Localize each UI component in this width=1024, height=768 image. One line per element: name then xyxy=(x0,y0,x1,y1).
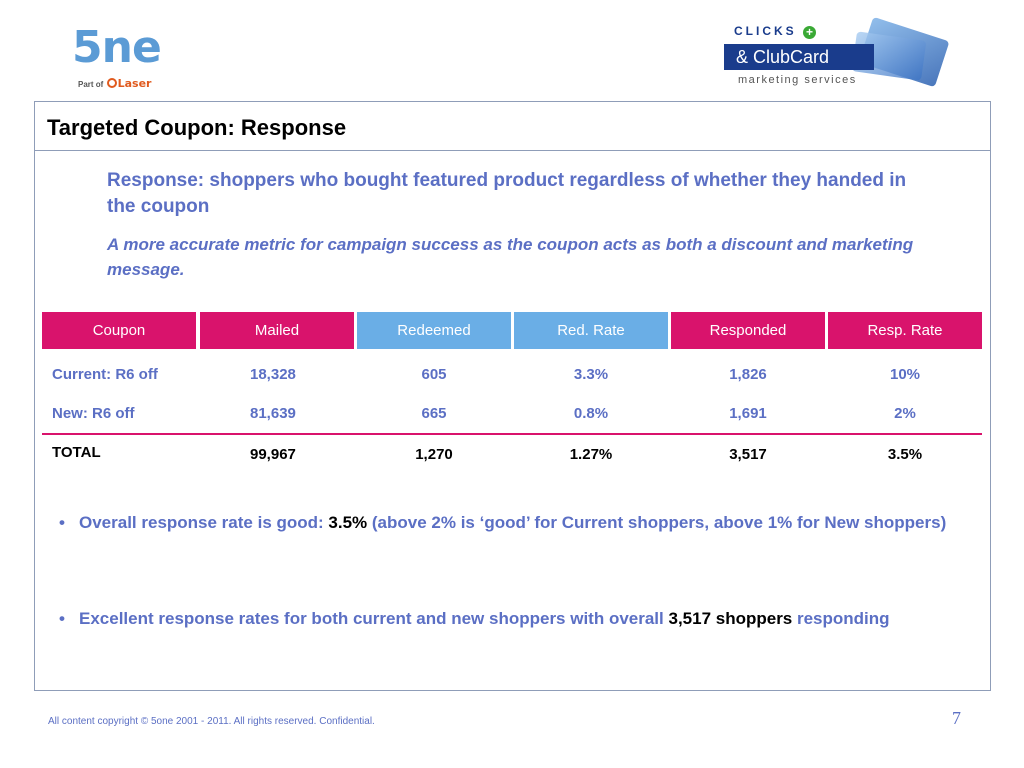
cell-red-rate: 0.8% xyxy=(573,405,609,422)
cell-resp-rate: 10% xyxy=(889,366,921,383)
lead-statement: Response: shoppers who bought featured p… xyxy=(107,170,907,217)
bullet-dot-icon: • xyxy=(59,513,65,532)
table-total-row: TOTAL 99,967 1,270 1.27% 3,517 3.5% xyxy=(42,440,982,470)
plus-cross-icon: + xyxy=(803,26,817,39)
sub-lead-statement: A more accurate metric for campaign succ… xyxy=(107,235,914,279)
clicks-wordmark: CLICKS + xyxy=(734,24,817,39)
slide-title: Targeted Coupon: Response xyxy=(47,115,347,140)
bullet-1-highlight: 3.5% xyxy=(328,513,368,532)
clicks-clubcard-logo: CLICKS + & ClubCard marketing services xyxy=(724,16,954,92)
bullet-2-text: Excellent response rates for both curren… xyxy=(79,609,669,628)
laser-text-a: L xyxy=(117,77,125,90)
marketing-services-text: marketing services xyxy=(738,74,857,86)
header-responded: Responded xyxy=(671,312,825,349)
cell-redeemed: 665 xyxy=(421,405,447,422)
total-divider xyxy=(42,433,982,435)
bullet-item-response-rate: • Overall response rate is good: 3.5% (a… xyxy=(57,510,967,535)
header-mailed: Mailed xyxy=(200,312,354,349)
bullet-1-rest: (above 2% is ‘good’ for Current shoppers… xyxy=(367,513,947,532)
table-row: Current: R6 off 18,328 605 3.3% 1,826 10… xyxy=(42,360,982,390)
cell-redeemed: 605 xyxy=(421,366,447,383)
header-coupon: Coupon xyxy=(42,312,196,349)
bullet-item-excellent-response: • Excellent response rates for both curr… xyxy=(57,606,967,631)
cell-mailed: 81,639 xyxy=(250,405,296,422)
cell-total-red-rate: 1.27% xyxy=(569,446,613,463)
bullet-1-text: Overall response rate is good: xyxy=(79,513,329,532)
laser-text-b: ser xyxy=(132,77,152,90)
cell-responded: 1,826 xyxy=(729,366,767,383)
table-row: New: R6 off 81,639 665 0.8% 1,691 2% xyxy=(42,399,982,429)
header-red-rate: Red. Rate xyxy=(514,312,668,349)
cell-total-responded: 3,517 xyxy=(729,446,767,463)
table-header-row: Coupon Mailed Redeemed Red. Rate Respond… xyxy=(42,312,982,349)
cell-total-redeemed: 1,270 xyxy=(415,446,453,463)
bullet-dot-icon: • xyxy=(59,609,65,628)
5ne-logo-word: 5ne xyxy=(72,22,162,73)
cell-total-mailed: 99,967 xyxy=(250,446,296,463)
bullet-2-rest: responding xyxy=(792,609,890,628)
cell-resp-rate: 2% xyxy=(894,405,916,422)
clicks-text: CLICKS xyxy=(734,24,797,38)
bullet-2-highlight: 3,517 shoppers xyxy=(668,609,793,628)
header-resp-rate: Resp. Rate xyxy=(828,312,982,349)
header-redeemed: Redeemed xyxy=(357,312,511,349)
cell-responded: 1,691 xyxy=(729,405,767,422)
page-number: 7 xyxy=(952,708,961,728)
title-bar: Targeted Coupon: Response xyxy=(35,102,990,151)
copyright-footer: All content copyright © 5one 2001 - 2011… xyxy=(48,716,375,727)
cell-total-label: TOTAL xyxy=(52,444,101,461)
slide-frame: Targeted Coupon: Response Response: shop… xyxy=(34,101,991,691)
clubcard-wordmark: & ClubCard xyxy=(724,44,874,70)
cell-coupon: Current: R6 off xyxy=(52,366,158,383)
cell-total-resp-rate: 3.5% xyxy=(887,446,923,463)
part-of-laser-label: Part of Laser xyxy=(78,77,151,90)
cell-red-rate: 3.3% xyxy=(573,366,609,383)
part-of-text: Part of xyxy=(78,80,104,89)
cell-coupon: New: R6 off xyxy=(52,405,135,422)
cell-mailed: 18,328 xyxy=(250,366,296,383)
laser-a-glyph: a xyxy=(124,77,133,90)
laser-ring-icon xyxy=(106,78,117,88)
5ne-logo: 5ne Part of Laser xyxy=(66,22,176,92)
